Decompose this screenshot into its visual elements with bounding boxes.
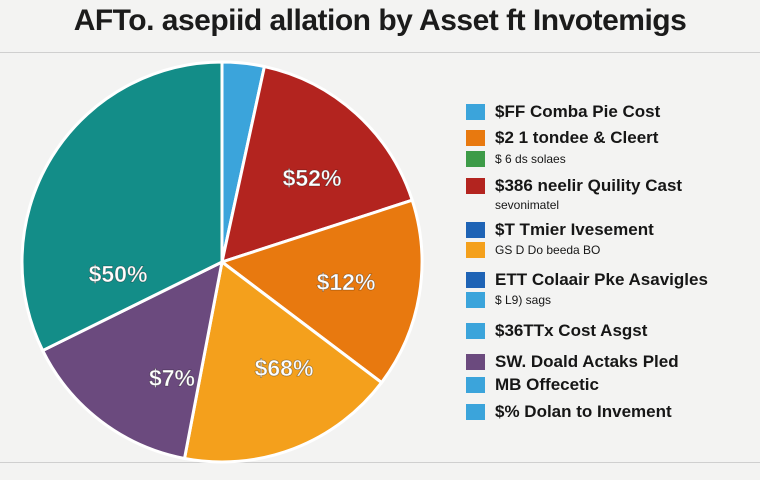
legend-item: $2 1 tondee & Cleert (466, 128, 658, 148)
pie-slice-teal (20, 60, 224, 353)
legend-item: ETT Colaair Pke Asavigles (466, 270, 708, 290)
data-label-orange: $12% (317, 269, 376, 295)
legend-label: $% Dolan to Invement (495, 402, 672, 421)
legend-swatch (466, 404, 485, 420)
legend-item: $FF Comba Pie Cost (466, 102, 660, 122)
legend-swatch (466, 130, 485, 146)
legend-label: $ L9) sags (495, 293, 552, 307)
legend-item: sevonimatel (466, 197, 559, 213)
legend-swatch (466, 151, 485, 167)
data-label-purple: $7% (149, 365, 195, 391)
legend-item: $386 neelir Quility Cast (466, 176, 682, 196)
legend-label: ETT Colaair Pke Asavigles (495, 270, 708, 289)
legend-item: GS D Do beeda BO (466, 242, 600, 258)
legend-label: $386 neelir Quility Cast (495, 176, 683, 195)
legend-item: $% Dolan to Invement (466, 402, 672, 422)
legend-label: MB Offecetic (495, 375, 599, 394)
chart-title: AFTo. asepiid allation by Asset ft Invot… (73, 4, 687, 37)
legend-label: $36TTx Cost Asgst (495, 321, 648, 340)
legend-swatch (466, 222, 485, 238)
legend-label: $T Tmier Ivesement (495, 220, 654, 239)
legend-swatch (466, 292, 485, 308)
legend-swatch (466, 323, 485, 339)
top-divider (0, 52, 760, 53)
legend-label: GS D Do beeda BO (495, 243, 601, 257)
legend-item: $ L9) sags (466, 292, 551, 308)
legend-item: $T Tmier Ivesement (466, 220, 654, 240)
legend-swatch (466, 178, 485, 194)
data-label-red: $52% (283, 165, 342, 191)
legend-swatch (466, 354, 485, 370)
legend-label: sevonimatel (495, 198, 560, 212)
legend-label: SW. Doald Actaks Pled (495, 352, 679, 371)
data-label-yellow: $68% (255, 355, 314, 381)
legend-label: $FF Comba Pie Cost (495, 102, 661, 121)
legend-swatch (466, 377, 485, 393)
pie-slice-red (219, 64, 415, 265)
pie-slice-yellow (182, 259, 384, 464)
legend-label: $ 6 ds solaes (495, 152, 566, 166)
legend-item: $36TTx Cost Asgst (466, 321, 647, 341)
legend-swatch (466, 242, 485, 258)
legend-item: $ 6 ds solaes (466, 151, 566, 167)
legend-item: SW. Doald Actaks Pled (466, 352, 679, 372)
data-label-teal: $50% (89, 261, 148, 287)
bottom-divider (0, 462, 760, 463)
legend-label: $2 1 tondee & Cleert (495, 128, 659, 147)
legend-swatch (466, 272, 485, 288)
legend-swatch (466, 104, 485, 120)
legend-item: MB Offecetic (466, 375, 599, 395)
pie-slice-purple (40, 259, 225, 461)
pie-slice-orange (218, 198, 424, 385)
